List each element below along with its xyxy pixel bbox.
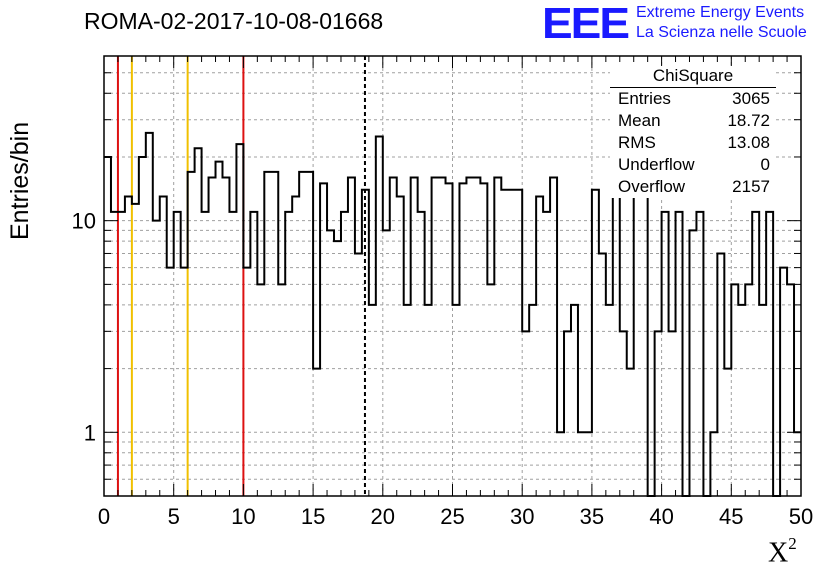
reference-lines [116, 56, 366, 496]
chart-title: ROMA-02-2017-10-08-01668 [84, 8, 384, 34]
x-tick-label: 5 [168, 504, 180, 529]
x-tick-labels: 0 5 10 15 20 25 30 35 40 45 50 [98, 504, 813, 529]
histogram-series [104, 131, 801, 497]
x-tick-label: 15 [301, 504, 325, 529]
x-tick-label: 0 [98, 504, 110, 529]
stats-value: 18.72 [727, 111, 770, 130]
y-tick-label: 10 [72, 209, 96, 234]
stats-value: 13.08 [727, 133, 770, 152]
x-tick-label: 35 [580, 504, 604, 529]
stats-header: ChiSquare [610, 66, 776, 88]
x-tick-label: 50 [789, 504, 813, 529]
stats-label: RMS [618, 133, 656, 152]
stats-value: 2157 [732, 177, 770, 196]
stats-row-underflow: Underflow 0 [610, 154, 776, 176]
logo-line-2: La Scienza nelle Scuole [636, 24, 807, 41]
x-tick-label: 45 [719, 504, 743, 529]
x-axis-label-sup: 2 [788, 534, 797, 553]
x-tick-label: 40 [649, 504, 673, 529]
axis-ticks [103, 56, 802, 496]
y-axis-label: Entries/bin [6, 121, 34, 240]
stats-label: Overflow [618, 177, 686, 196]
stats-row-entries: Entries 3065 [610, 88, 776, 110]
stats-row-overflow: Overflow 2157 [610, 176, 776, 198]
stats-label: Underflow [618, 155, 695, 174]
y-tick-labels: 1 10 [72, 209, 96, 446]
logo-line-1: Extreme Energy Events [636, 4, 805, 21]
x-tick-label: 30 [510, 504, 534, 529]
stats-label: Entries [618, 89, 671, 108]
stats-row-rms: RMS 13.08 [610, 132, 776, 154]
stats-value: 3065 [732, 89, 770, 108]
x-axis-label-base: X [768, 537, 789, 569]
stats-box: ChiSquare Entries 3065 Mean 18.72 RMS 13.08… [610, 66, 776, 198]
x-tick-label: 10 [231, 504, 255, 529]
x-tick-label: 25 [440, 504, 464, 529]
eee-logo: EEE [542, 0, 630, 48]
y-tick-label: 1 [84, 420, 96, 445]
x-tick-label: 20 [371, 504, 395, 529]
stats-value: 0 [760, 155, 770, 174]
x-axis-label: X2 [768, 534, 797, 569]
stats-row-mean: Mean 18.72 [610, 110, 776, 132]
stats-label: Mean [618, 111, 661, 130]
